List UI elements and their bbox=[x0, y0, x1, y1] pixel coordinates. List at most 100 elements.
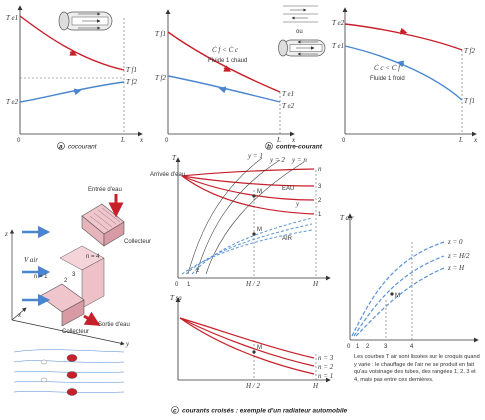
collector-top-front bbox=[103, 221, 125, 247]
label-te1: T e1 bbox=[6, 14, 18, 22]
tsa-curve-n3 bbox=[179, 317, 315, 359]
label-arrivee: Arrivée d'eau bbox=[150, 172, 185, 178]
point-M-air bbox=[252, 232, 256, 236]
air-curve-2 bbox=[185, 223, 313, 275]
label-b2-tf1: T f1 bbox=[464, 97, 475, 105]
tick-H2: H / 2 bbox=[245, 280, 261, 288]
label-b2-origin: 0 bbox=[342, 138, 346, 144]
label-tf1: T f1 bbox=[126, 66, 137, 74]
water-curve-2 bbox=[181, 175, 315, 201]
air-curve-3 bbox=[191, 217, 313, 275]
label-eau: EAU bbox=[282, 186, 294, 192]
tsa-curve-n1 bbox=[179, 317, 315, 375]
hot-flow-arrow bbox=[69, 49, 78, 56]
tair-tick-4: 4 bbox=[410, 344, 414, 350]
yn-line bbox=[205, 161, 305, 275]
label-row3: 3 bbox=[318, 184, 322, 190]
tair-curve-zH2 bbox=[353, 255, 445, 337]
fluid-b1: Fluide 1 chaud bbox=[208, 58, 247, 64]
water-curve-1 bbox=[181, 175, 315, 215]
caption-a: cocourant bbox=[68, 144, 98, 151]
tair-chart: T air z = 0 z = H/2 z = H M 0 1 2 3 4 bbox=[340, 213, 479, 350]
label-z: z bbox=[4, 230, 8, 238]
label-b1-origin: 0 bbox=[165, 138, 169, 144]
label-tsa-n2: n = 2 bbox=[318, 363, 334, 371]
label-b2-te1: T e1 bbox=[332, 42, 344, 50]
y1-line bbox=[187, 157, 263, 275]
label-n1: n = 1 bbox=[34, 274, 48, 280]
hot-arrow-b2 bbox=[399, 27, 408, 35]
label-collecteur-top: Collecteur bbox=[124, 239, 151, 245]
tick-H: H bbox=[312, 280, 319, 288]
label-vair: V air bbox=[24, 256, 38, 264]
label-b2-x: x bbox=[473, 136, 478, 144]
hot-curve-b1 bbox=[167, 31, 281, 93]
caption-letter-a: a bbox=[59, 144, 63, 151]
ou-label: ou bbox=[296, 29, 303, 35]
cold-curve-b2 bbox=[344, 45, 463, 101]
label-b1-L: L bbox=[276, 136, 281, 144]
ratio-b1: Ċ f < Ċ c bbox=[212, 46, 239, 54]
label-y1: y = 1 bbox=[247, 152, 263, 160]
tick-1: 1 bbox=[187, 282, 191, 288]
label-b2-te2: T e2 bbox=[332, 19, 345, 27]
label-tf2: T f2 bbox=[126, 78, 137, 86]
label-zH2: z = H/2 bbox=[447, 252, 470, 260]
radiator-sketch: z x y Entrée d'eau Collecteur Collecteur… bbox=[4, 187, 151, 396]
plate-sketch-icon bbox=[283, 5, 318, 23]
caption-letter-b: b bbox=[267, 144, 271, 151]
hot-curve-b2 bbox=[344, 23, 463, 51]
tair-tick-3: 3 bbox=[384, 344, 388, 350]
label-b1-te2: T e2 bbox=[282, 102, 295, 110]
label-b1-x: x bbox=[291, 136, 296, 144]
label-row2: 2 bbox=[318, 198, 322, 204]
y2-line bbox=[195, 159, 281, 275]
label-b1-tf1: T f1 bbox=[155, 30, 166, 38]
axis-x-sketch bbox=[11, 307, 27, 321]
label-tsa-n1: n = 1 bbox=[318, 372, 333, 380]
cold-fluid-curve bbox=[19, 81, 125, 103]
cold-arrow-b2 bbox=[396, 60, 405, 68]
label-x: x bbox=[139, 136, 144, 144]
tair-point-M bbox=[390, 292, 394, 296]
caption-letter-c: c bbox=[173, 408, 177, 415]
label-n3: 3 bbox=[72, 272, 76, 278]
tick-2: 2 bbox=[196, 268, 200, 274]
label-tair-M: M bbox=[395, 293, 400, 299]
label-Tair: T air bbox=[340, 214, 354, 222]
ratio-b2: Ċ c < Ċ f bbox=[374, 64, 401, 72]
caption-c-circle bbox=[171, 406, 179, 414]
label-b1-tf2: T f2 bbox=[155, 74, 166, 82]
caption-b-circle bbox=[265, 142, 273, 150]
point-M-water bbox=[252, 194, 256, 198]
label-z0: z = 0 bbox=[447, 238, 463, 246]
water-outlet-arrow-icon bbox=[83, 311, 101, 326]
caption-c: courants croisés : exemple d'un radiateu… bbox=[182, 408, 348, 415]
label-M-air: M bbox=[257, 227, 262, 233]
hot-arrow-b1 bbox=[223, 65, 232, 72]
label-tsa-n3: n = 3 bbox=[318, 354, 334, 362]
label-collecteur-bot: Collecteur bbox=[62, 329, 89, 335]
hot-fluid-curve bbox=[19, 15, 125, 71]
label-y2: y = 2 bbox=[269, 156, 285, 164]
tair-note: Les courbes T air sont lissées sur le cr… bbox=[354, 354, 480, 383]
label-n: n bbox=[318, 165, 322, 173]
panel-a-cocourant: T e1 T f1 T f2 T e2 0 L x a cocourant bbox=[6, 5, 144, 151]
label-origin: 0 bbox=[17, 138, 21, 144]
label-yn: y = n bbox=[291, 156, 307, 164]
label-b2-L: L bbox=[458, 136, 463, 144]
label-L: L bbox=[120, 136, 125, 144]
tube-sketch-icon bbox=[58, 11, 113, 31]
label-T: T bbox=[172, 154, 177, 162]
tair-tick-1: 1 bbox=[356, 344, 360, 350]
tsa-curve-n2 bbox=[179, 317, 315, 367]
caption-letter-circle bbox=[57, 142, 65, 150]
label-sortie: Sortie d'eau bbox=[98, 322, 130, 328]
panel-b-contre-courant: T f1 T f2 T e1 T e2 Ċ f < Ċ c Fluide 1 c… bbox=[155, 5, 478, 151]
label-Tsa: T sa bbox=[170, 294, 182, 302]
label-n2: 2 bbox=[64, 278, 68, 284]
water-curve-3 bbox=[181, 175, 315, 187]
cold-arrow-b1 bbox=[218, 86, 227, 94]
label-entree: Entrée d'eau bbox=[88, 187, 122, 193]
